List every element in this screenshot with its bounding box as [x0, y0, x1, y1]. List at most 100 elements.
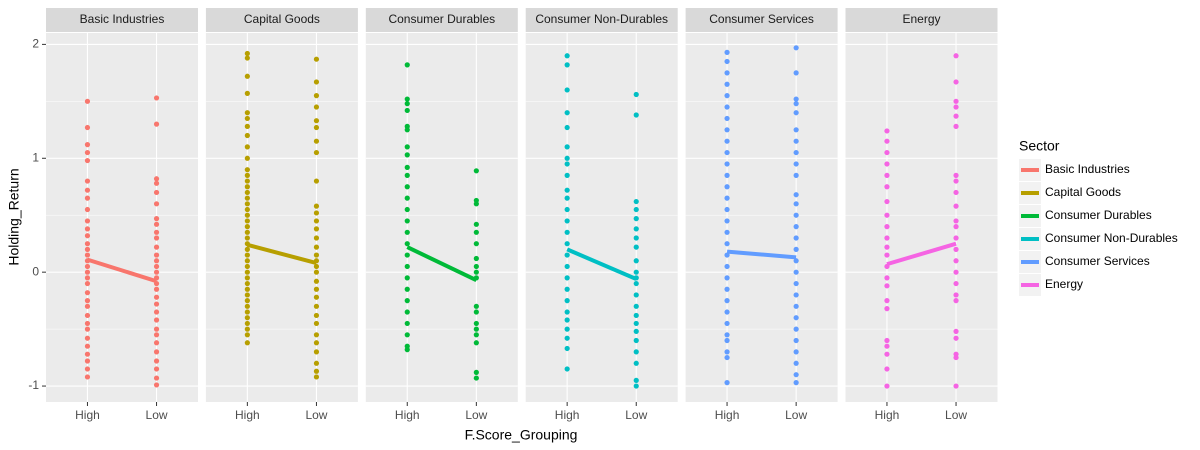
point [884, 172, 890, 178]
point [884, 198, 890, 205]
point [633, 91, 639, 98]
point [884, 351, 890, 357]
strip-background [205, 8, 358, 32]
point [313, 303, 320, 309]
point [84, 124, 91, 131]
mean-line [246, 242, 317, 265]
point [153, 252, 160, 258]
point [633, 328, 639, 334]
point [313, 252, 320, 258]
point [953, 235, 959, 241]
point [84, 142, 91, 148]
strip-background [365, 8, 518, 32]
point [244, 115, 250, 122]
point [153, 349, 160, 355]
mean-line [726, 249, 797, 260]
point [84, 290, 91, 296]
point [244, 201, 250, 207]
point [724, 172, 730, 178]
point [313, 340, 320, 346]
x-tick-label: Low [785, 408, 807, 422]
point [84, 374, 91, 380]
point [564, 366, 570, 372]
point [793, 360, 799, 366]
point [953, 178, 959, 184]
point [724, 275, 730, 281]
point [153, 382, 160, 388]
point [153, 309, 160, 315]
strip-background [46, 8, 198, 32]
legend-label: Basic Industries [1045, 162, 1130, 176]
point [153, 176, 160, 182]
point [564, 252, 570, 258]
point [244, 303, 250, 309]
point [633, 312, 639, 319]
legend-label: Consumer Non-Durables [1045, 231, 1178, 245]
point [884, 161, 890, 167]
point [473, 168, 479, 174]
point [633, 216, 639, 222]
point [244, 184, 250, 190]
strip-background [685, 8, 838, 32]
point [404, 164, 410, 170]
point [244, 110, 250, 116]
y-tick-label: 0 [32, 264, 39, 278]
point [313, 79, 320, 85]
point [313, 320, 320, 327]
point [724, 337, 730, 344]
point [244, 340, 250, 346]
point [793, 212, 799, 218]
point [244, 298, 250, 304]
point [244, 155, 250, 161]
point [153, 189, 160, 196]
x-tick-label: High [395, 408, 420, 422]
panel-background [845, 33, 998, 402]
point [953, 280, 959, 287]
point [884, 138, 890, 144]
point [153, 294, 160, 300]
point [473, 303, 479, 309]
point [633, 337, 639, 344]
point [633, 383, 639, 389]
point [153, 286, 160, 292]
point [404, 152, 410, 158]
point [724, 241, 730, 247]
point [313, 312, 320, 319]
point [724, 161, 730, 167]
point [404, 127, 410, 133]
point [244, 178, 250, 184]
point [564, 161, 570, 167]
point [313, 104, 320, 110]
point [84, 226, 91, 232]
point [313, 226, 320, 232]
point [724, 149, 730, 156]
point [633, 303, 639, 309]
panel-background [46, 33, 198, 402]
point [564, 345, 570, 352]
point [84, 252, 91, 258]
point [153, 263, 160, 270]
point [244, 332, 250, 338]
point [953, 354, 959, 361]
x-tick-label: High [875, 408, 900, 422]
point [953, 113, 959, 119]
point [724, 332, 730, 338]
point [724, 70, 730, 76]
point [244, 172, 250, 178]
point [244, 258, 250, 264]
point [404, 275, 410, 281]
point [633, 226, 639, 232]
point [84, 303, 91, 309]
point [724, 380, 730, 386]
strip-label: Consumer Durables [388, 12, 495, 26]
point [404, 229, 410, 235]
point [244, 218, 250, 224]
point [793, 303, 799, 309]
y-tick-label: 2 [32, 37, 39, 51]
strip-label: Consumer Non-Durables [535, 12, 668, 26]
point [84, 246, 91, 252]
point [793, 161, 799, 167]
point [633, 320, 639, 327]
point [953, 172, 959, 178]
point [884, 212, 890, 218]
